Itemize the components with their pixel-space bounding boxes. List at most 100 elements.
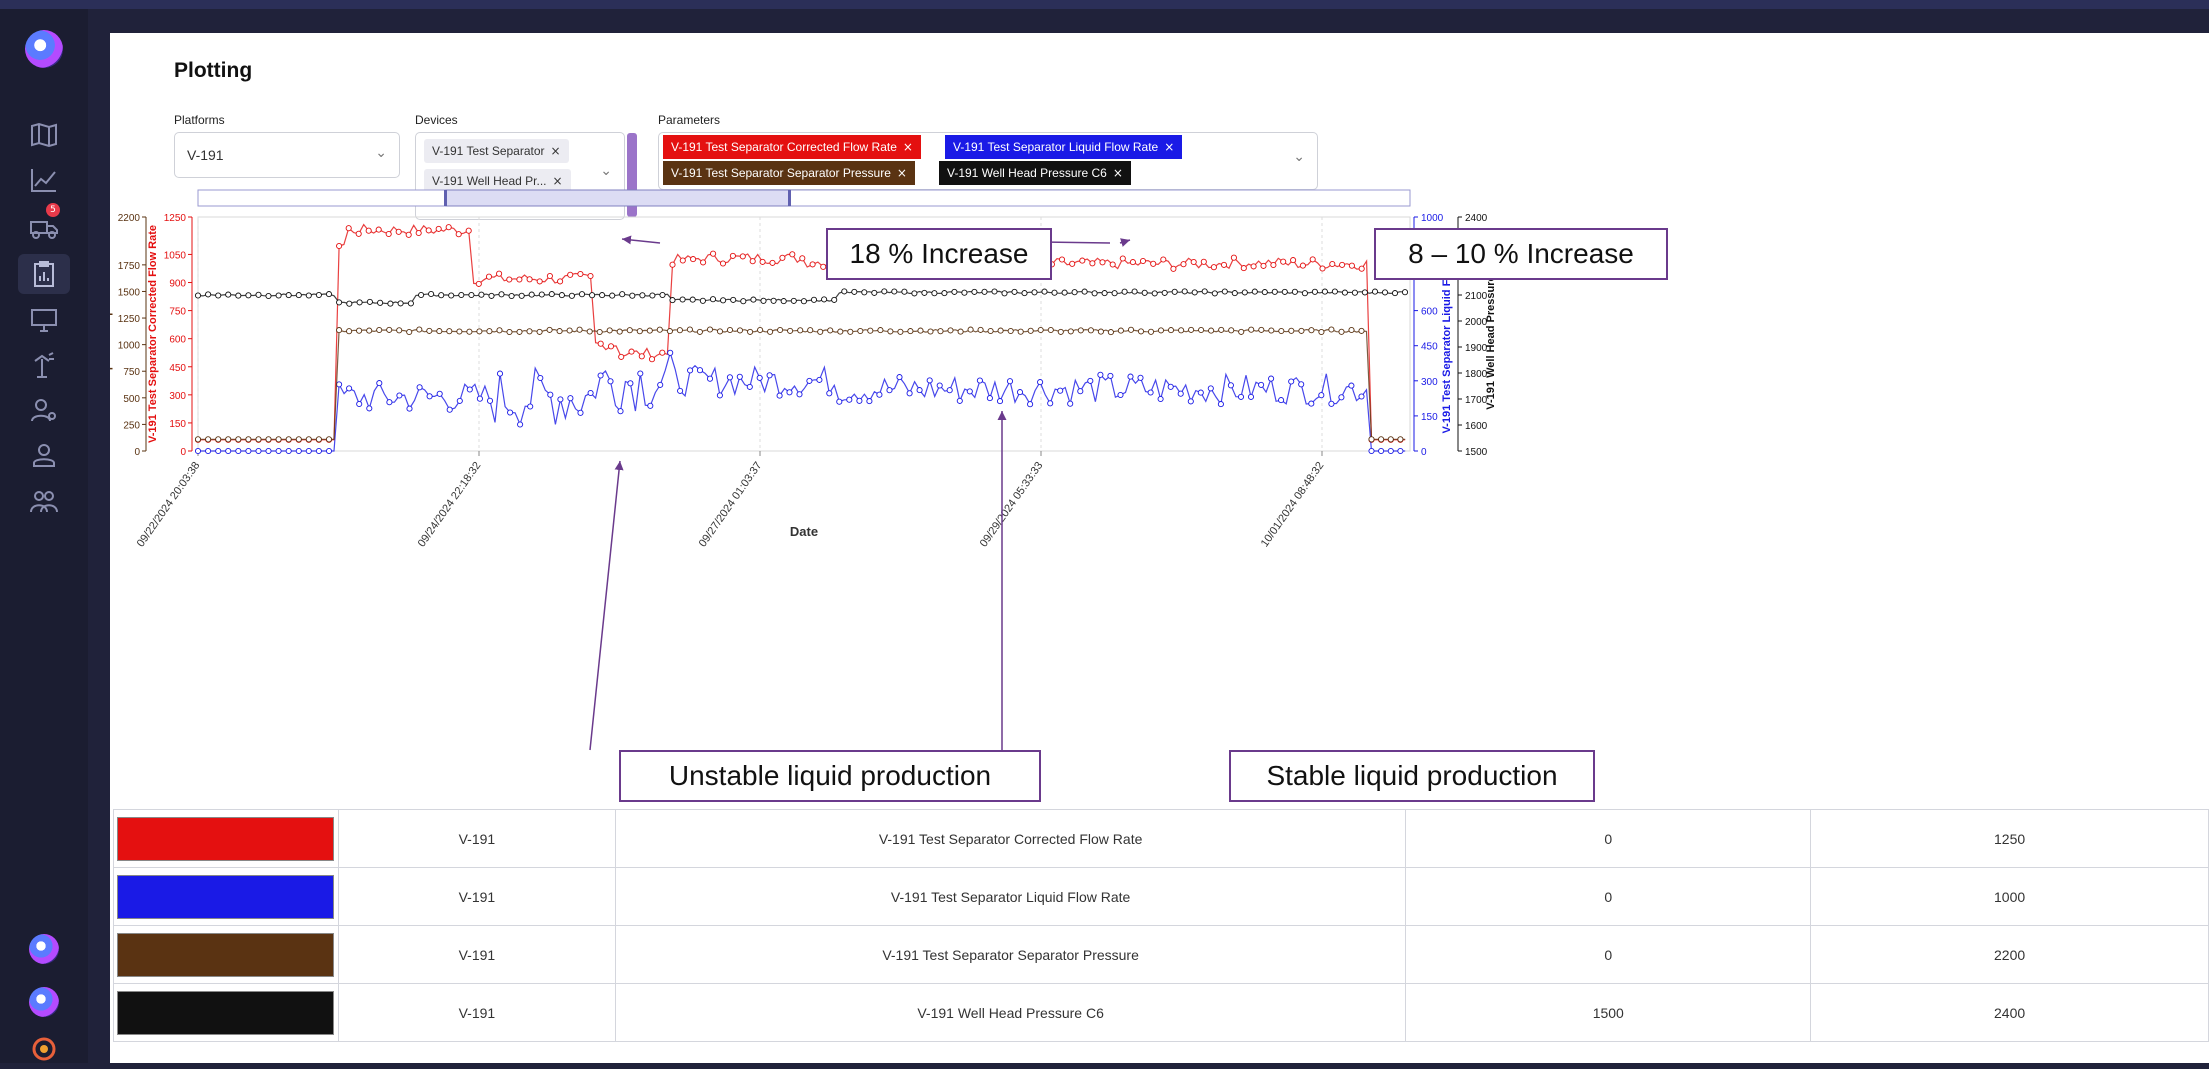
callout-arrow: [589, 460, 624, 751]
y-tick-label: 1250: [164, 213, 187, 224]
parameter-tag[interactable]: V-191 Well Head Pressure C6 ×: [939, 161, 1131, 185]
device-tag[interactable]: V-191 Well Head Pr... ×: [424, 169, 571, 193]
series-point: [736, 327, 744, 334]
user-icon[interactable]: [24, 435, 64, 475]
parameters-select[interactable]: V-191 Test Separator Corrected Flow Rate…: [658, 132, 1318, 190]
series-point: [739, 253, 746, 260]
map-icon[interactable]: [24, 115, 64, 155]
app-logo-icon[interactable]: [24, 29, 64, 69]
legend-table: V-191 V-191 Test Separator Corrected Flow…: [113, 809, 2209, 1042]
series-point: [578, 291, 586, 298]
devices-scrollbar[interactable]: [627, 133, 637, 217]
series-point: [820, 263, 827, 270]
series-point: [586, 328, 593, 335]
parameter-tag[interactable]: V-191 Test Separator Separator Pressure ×: [663, 161, 915, 185]
series-point: [1328, 326, 1335, 333]
truck-icon[interactable]: 5: [24, 203, 64, 247]
series-point: [1027, 327, 1034, 334]
series-point: [1111, 290, 1118, 297]
series-point: [857, 327, 864, 335]
series-point: [405, 231, 412, 238]
devices-label: Devices: [415, 113, 458, 127]
series-point: [786, 389, 793, 396]
x-tick-label: 09/29/2024 05:33:33: [978, 460, 1046, 550]
parameter-tag[interactable]: V-191 Test Separator Corrected Flow Rate…: [663, 135, 921, 159]
series-point: [800, 298, 807, 305]
report-icon[interactable]: [18, 254, 70, 294]
x-tick-label: 09/24/2024 22:18:32: [416, 460, 484, 550]
series-point: [1338, 394, 1345, 401]
antenna-icon[interactable]: [24, 345, 64, 385]
series-point: [1331, 288, 1338, 295]
series-point: [1037, 379, 1044, 386]
sidebar: 5: [0, 9, 88, 1063]
y-axis-label: V-191 Test Separator Separator Pressure: [110, 228, 113, 441]
remove-tag-icon[interactable]: ×: [552, 174, 563, 188]
platforms-select[interactable]: V-191 ⌄: [174, 132, 400, 178]
remove-tag-icon[interactable]: ×: [902, 140, 913, 154]
series-point: [455, 231, 462, 238]
y-tick-label: 500: [123, 394, 140, 405]
series-point: [556, 328, 563, 335]
users-icon[interactable]: [24, 481, 64, 521]
series-point: [518, 292, 525, 299]
series-point: [1237, 393, 1245, 400]
cell-min: 1500: [1405, 983, 1812, 1042]
series-point: [1160, 256, 1167, 263]
series-point: [285, 447, 292, 455]
series-point: [456, 328, 463, 335]
range-handle: [444, 190, 447, 206]
series-point: [1258, 326, 1265, 333]
remove-tag-icon[interactable]: ×: [896, 166, 907, 180]
y-axis-label: V-191 Test Separator Liquid Flow Rate: [1441, 234, 1453, 433]
parameter-tag[interactable]: V-191 Test Separator Liquid Flow Rate ×: [945, 135, 1183, 159]
series-point: [607, 378, 614, 385]
series-point: [1311, 288, 1318, 295]
user-settings-icon[interactable]: [24, 390, 64, 430]
series-point: [746, 383, 753, 390]
series-point: [506, 328, 513, 336]
cell-parameter: V-191 Test Separator Corrected Flow Rate: [614, 809, 1407, 868]
series-point: [1328, 400, 1335, 407]
series-point: [837, 328, 844, 335]
series-point: [1117, 327, 1124, 334]
series-point: [1001, 290, 1008, 297]
remove-tag-icon[interactable]: ×: [1112, 166, 1123, 180]
series-point: [1107, 372, 1114, 379]
series-point: [1268, 375, 1275, 382]
series-point: [1338, 328, 1345, 335]
series-point: [907, 328, 914, 335]
series-point: [756, 374, 763, 381]
series-point: [1127, 373, 1134, 380]
series-point: [1170, 265, 1177, 272]
series-point: [789, 251, 796, 258]
series-point: [976, 377, 983, 384]
series-point: [1171, 288, 1178, 295]
series-point: [1290, 257, 1297, 264]
remove-tag-icon[interactable]: ×: [550, 144, 561, 158]
app-logo-icon[interactable]: [24, 982, 64, 1022]
series-point: [376, 326, 383, 334]
device-tag[interactable]: V-191 Test Separator ×: [424, 139, 569, 163]
series-point: [1397, 447, 1404, 455]
series-point: [700, 259, 707, 266]
series-point: [436, 390, 443, 397]
series-point: [816, 376, 823, 383]
line-chart-icon[interactable]: [24, 160, 64, 200]
series-point: [628, 348, 635, 355]
brand-logo-icon[interactable]: [24, 1029, 64, 1069]
series-point: [376, 380, 383, 387]
color-swatch: [117, 816, 335, 861]
series-point: [1129, 259, 1136, 266]
y-tick-label: 1000: [118, 341, 141, 352]
series-point: [776, 392, 783, 399]
app-logo-icon[interactable]: [24, 929, 64, 969]
series-point: [627, 380, 634, 387]
series-point: [215, 436, 222, 443]
series-point: [446, 328, 453, 335]
monitor-icon[interactable]: [24, 300, 64, 340]
series-point: [730, 296, 737, 303]
remove-tag-icon[interactable]: ×: [1164, 140, 1175, 154]
series-point: [747, 328, 754, 335]
series-point: [1141, 289, 1148, 296]
